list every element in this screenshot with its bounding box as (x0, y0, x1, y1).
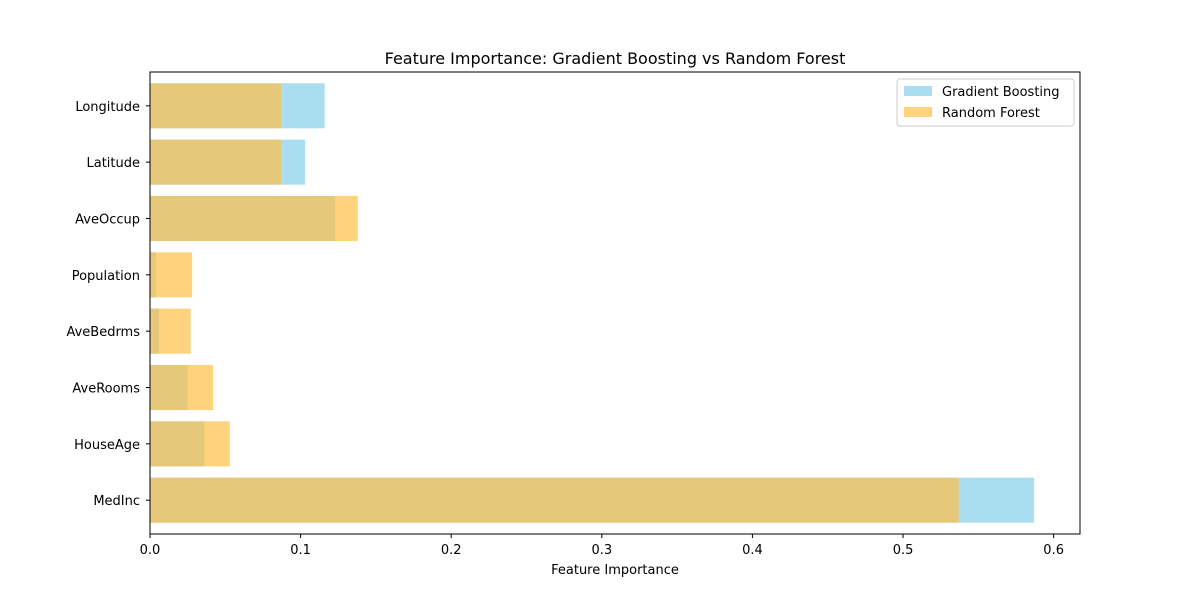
legend-box (896, 78, 1075, 127)
x-tick-label: 0.6 (1043, 543, 1064, 558)
x-axis-label: Feature Importance (551, 563, 679, 578)
y-tick-label-aveoccup: AveOccup (75, 212, 140, 227)
x-tick-label: 0.4 (742, 543, 763, 558)
plot-frame (149, 71, 1081, 535)
bar-random-forest-latitude (150, 139, 282, 185)
chart-title: Feature Importance: Gradient Boosting vs… (385, 49, 846, 68)
x-tick-label: 0.5 (893, 543, 914, 558)
y-tick-label-latitude: Latitude (86, 156, 140, 171)
legend-label-gradient-boosting: Gradient Boosting (942, 85, 1060, 100)
x-tick-label: 0.2 (441, 543, 462, 558)
bar-random-forest-longitude (150, 83, 282, 129)
y-tick-label-avebedrms: AveBedrms (66, 325, 140, 340)
bar-random-forest-averooms (150, 364, 214, 411)
x-tick-label: 0.0 (140, 543, 161, 558)
bar-random-forest-houseage (150, 421, 230, 467)
legend-swatch-gradient-boosting (904, 86, 932, 96)
x-tick-label: 0.3 (591, 543, 612, 558)
bar-random-forest-aveoccup (150, 195, 358, 242)
x-tick-label: 0.1 (290, 543, 311, 558)
y-tick-label-medinc: MedInc (93, 494, 140, 509)
bar-random-forest-population (150, 252, 193, 298)
axes-layer: 0.0 0.1 0.2 0.3 0.4 0.5 0.6 MedInc HouseAge AveRo… (66, 71, 1081, 558)
bars-layer (150, 83, 1035, 523)
legend-label-random-forest: Random Forest (942, 106, 1040, 121)
legend-swatch-random-forest (904, 107, 932, 117)
bar-random-forest-medinc (150, 477, 959, 523)
y-tick-label-averooms: AveRooms (72, 382, 140, 397)
legend: Gradient Boosting Random Forest (896, 78, 1075, 127)
bar-random-forest-avebedrms (150, 308, 191, 354)
y-tick-label-longitude: Longitude (75, 100, 140, 115)
series-random-forest (150, 83, 959, 523)
series-gradient-boosting (150, 83, 1035, 523)
y-tick-label-population: Population (72, 269, 140, 284)
y-tick-label-houseage: HouseAge (74, 438, 140, 453)
